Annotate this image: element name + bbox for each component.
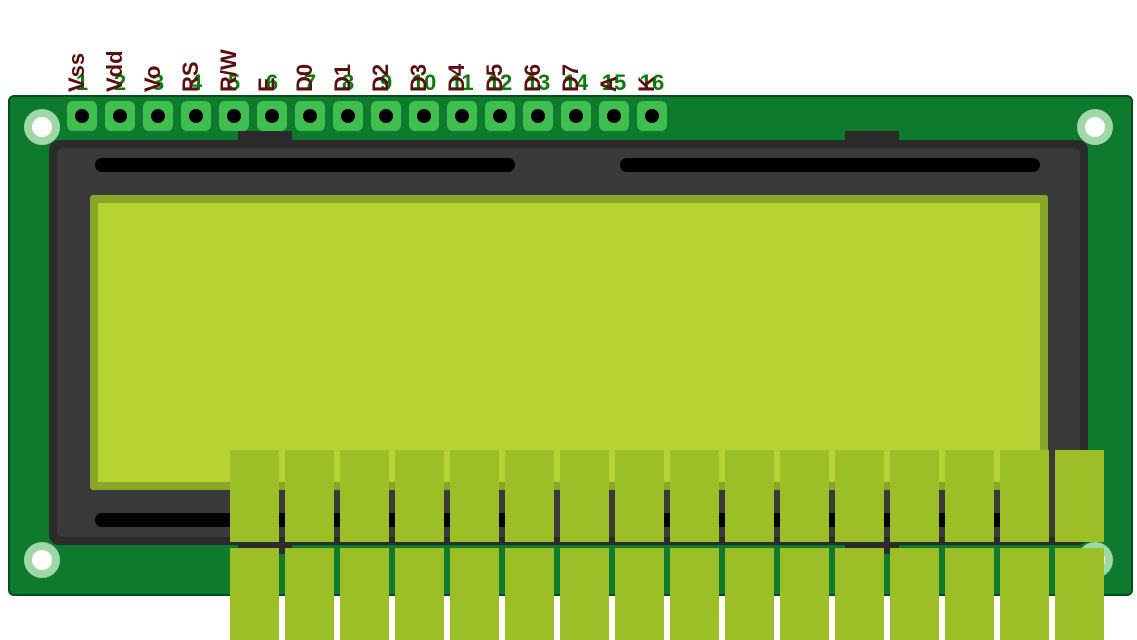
lcd-char-cell xyxy=(340,548,389,640)
lcd-char-cell xyxy=(340,450,389,542)
lcd-char-cell xyxy=(780,450,829,542)
solder-pad xyxy=(257,101,287,131)
lcd-char-cell xyxy=(285,450,334,542)
pin-signal-label: Vo xyxy=(140,66,166,92)
lcd-char-cell xyxy=(560,450,609,542)
mounting-hole xyxy=(24,542,60,578)
pin-signal-label: D2 xyxy=(368,64,394,92)
solder-pad xyxy=(637,101,667,131)
solder-pad xyxy=(143,101,173,131)
lcd-char-cell xyxy=(615,548,664,640)
lcd-char-cell xyxy=(395,548,444,640)
solder-pad xyxy=(409,101,439,131)
mounting-hole xyxy=(1077,109,1113,145)
lcd-char-cell xyxy=(725,548,774,640)
pin-signal-label: D3 xyxy=(406,64,432,92)
solder-pad xyxy=(181,101,211,131)
solder-pad xyxy=(219,101,249,131)
lcd-character-grid xyxy=(230,450,1104,640)
solder-pad xyxy=(485,101,515,131)
lcd-char-cell xyxy=(230,450,279,542)
lcd-char-cell xyxy=(505,450,554,542)
solder-pad xyxy=(561,101,591,131)
solder-pad xyxy=(447,101,477,131)
solder-pad xyxy=(295,101,325,131)
pin-signal-label: D6 xyxy=(520,64,546,92)
bezel-slot xyxy=(95,158,515,172)
pin-signal-label: D4 xyxy=(444,64,470,92)
bezel-slot xyxy=(620,158,1040,172)
lcd-char-cell xyxy=(1055,548,1104,640)
solder-pad xyxy=(333,101,363,131)
pin-signal-label: D5 xyxy=(482,64,508,92)
bezel-tab xyxy=(845,131,899,140)
lcd-char-cell xyxy=(670,548,719,640)
pin-signal-label: R/W xyxy=(216,49,242,92)
lcd-char-cell xyxy=(890,450,939,542)
pin-signal-label: K xyxy=(634,76,660,92)
lcd-char-cell xyxy=(670,450,719,542)
lcd-char-cell xyxy=(835,450,884,542)
solder-pad xyxy=(67,101,97,131)
pin-signal-label: D1 xyxy=(330,64,356,92)
lcd-char-cell xyxy=(835,548,884,640)
pin-signal-label: A xyxy=(596,76,622,92)
lcd-char-cell xyxy=(450,548,499,640)
pin-signal-label: Vss xyxy=(64,53,90,92)
solder-pad xyxy=(371,101,401,131)
lcd-char-cell xyxy=(725,450,774,542)
bezel-tab xyxy=(238,131,292,140)
lcd-char-cell xyxy=(1055,450,1104,542)
solder-pad xyxy=(599,101,629,131)
lcd-char-cell xyxy=(285,548,334,640)
pin-signal-label: E xyxy=(254,77,280,92)
lcd-char-cell xyxy=(505,548,554,640)
lcd-char-cell xyxy=(780,548,829,640)
lcd-char-cell xyxy=(890,548,939,640)
pin-signal-label: Vdd xyxy=(102,50,128,92)
lcd-char-cell xyxy=(945,450,994,542)
lcd-module-diagram: 1Vss2Vdd3Vo4RS5R/W6E7D08D19D210D311D412D… xyxy=(0,0,1137,600)
mounting-hole xyxy=(24,109,60,145)
lcd-char-cell xyxy=(1000,450,1049,542)
pin-signal-label: D0 xyxy=(292,64,318,92)
lcd-char-cell xyxy=(395,450,444,542)
lcd-char-cell xyxy=(230,548,279,640)
lcd-char-cell xyxy=(615,450,664,542)
lcd-char-cell xyxy=(560,548,609,640)
lcd-char-cell xyxy=(1000,548,1049,640)
solder-pad xyxy=(523,101,553,131)
lcd-glass xyxy=(90,195,1048,490)
lcd-char-cell xyxy=(450,450,499,542)
pin-pad-strip xyxy=(63,101,671,131)
pin-signal-label: D7 xyxy=(558,64,584,92)
lcd-char-cell xyxy=(945,548,994,640)
solder-pad xyxy=(105,101,135,131)
pin-signal-label: RS xyxy=(178,61,204,92)
